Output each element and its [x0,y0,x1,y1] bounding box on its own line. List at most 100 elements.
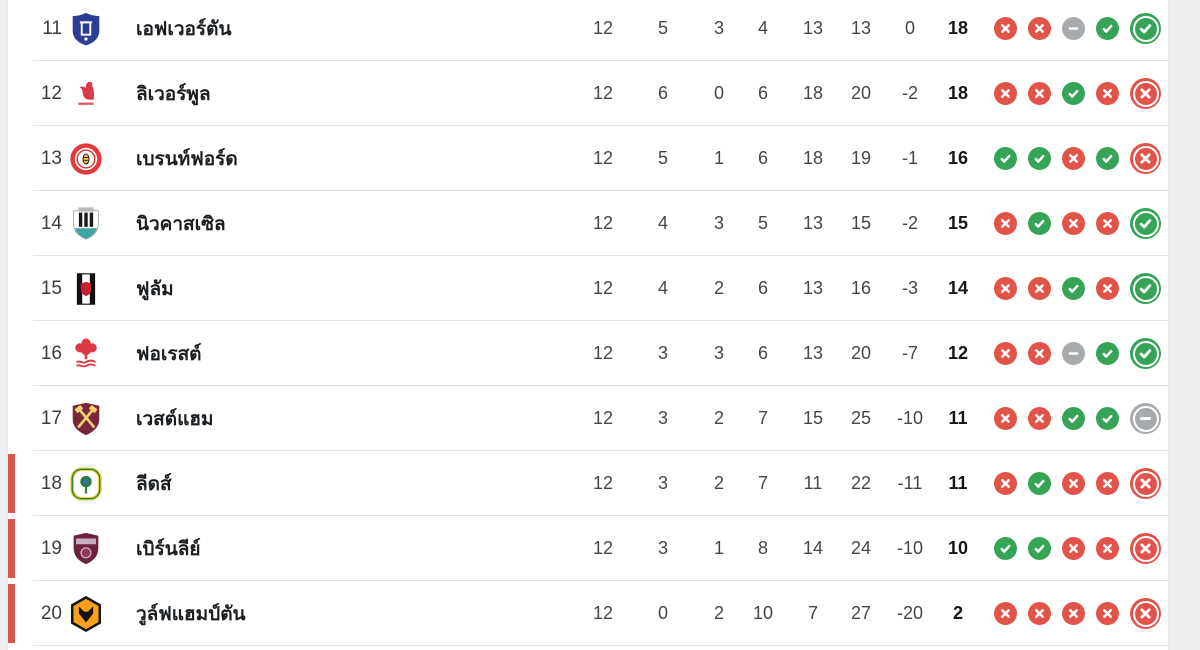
form-loss-icon[interactable] [1028,342,1051,365]
form-draw-icon-latest[interactable] [1130,403,1161,434]
form-win-icon[interactable] [1028,147,1051,170]
form-icons [978,273,1168,304]
form-loss-icon[interactable] [1062,472,1085,495]
form-loss-icon[interactable] [1096,277,1119,300]
stat-played: 12 [592,278,614,298]
form-loss-icon[interactable] [1028,407,1051,430]
form-win-icon[interactable] [1062,407,1085,430]
stat-goal-diff: -3 [901,278,918,298]
stat-goal-diff: -10 [896,408,923,428]
form-win-icon[interactable] [1096,147,1119,170]
form-win-icon[interactable] [1028,537,1051,560]
form-loss-icon-latest[interactable] [1130,598,1161,629]
form-win-icon[interactable] [994,147,1017,170]
form-loss-icon[interactable] [994,277,1017,300]
stat-lost: 8 [757,538,768,558]
stat-points: 14 [947,278,969,298]
stat-drawn: 2 [713,408,724,428]
form-win-icon[interactable] [1096,342,1119,365]
form-loss-icon[interactable] [1062,147,1085,170]
form-loss-icon[interactable] [1096,472,1119,495]
form-win-icon[interactable] [1028,212,1051,235]
form-loss-icon[interactable] [1062,212,1085,235]
position-number: 13 [40,147,62,169]
form-win-icon[interactable] [1096,17,1119,40]
form-loss-icon[interactable] [994,212,1017,235]
table-row[interactable]: 13 เบรนท์ฟอร์ด 12 5 1 6 18 19 -1 16 [8,126,1168,191]
form-loss-icon[interactable] [1028,277,1051,300]
stat-points: 16 [947,148,969,168]
table-row[interactable]: 12 ลิเวอร์พูล 12 6 0 6 18 20 -2 18 [8,61,1168,126]
table-row[interactable]: 15 ฟูลัม 12 4 2 6 13 16 -3 14 [8,256,1168,321]
form-loss-icon[interactable] [994,17,1017,40]
form-loss-icon[interactable] [1096,537,1119,560]
table-row[interactable]: 16 ฟอเรสต์ 12 3 3 6 13 20 -7 12 [8,321,1168,386]
table-row[interactable]: 17 เวสต์แฮม 12 3 2 7 15 25 -10 11 [8,386,1168,451]
form-icons [978,338,1168,369]
stat-goal-diff: -7 [901,343,918,363]
table-row[interactable]: 18 ลีดส์ 12 3 2 7 11 22 -11 11 [8,451,1168,516]
form-icons [978,403,1168,434]
team-name: ฟูลัม [136,278,174,300]
form-loss-icon[interactable] [1096,82,1119,105]
form-loss-icon[interactable] [1096,602,1119,625]
table-row[interactable]: 14 นิวคาสเซิล 12 4 3 5 13 15 -2 15 [8,191,1168,256]
stat-goals-against: 25 [850,408,872,428]
table-row[interactable]: 11 เอฟเวอร์ตัน 12 5 3 4 13 13 0 18 [8,0,1168,61]
form-win-icon[interactable] [994,537,1017,560]
form-loss-icon[interactable] [1096,212,1119,235]
position-number: 20 [40,602,62,624]
form-win-icon[interactable] [1096,407,1119,430]
form-loss-icon[interactable] [994,602,1017,625]
form-loss-icon[interactable] [994,472,1017,495]
stat-goals-against: 27 [850,603,872,623]
relegation-indicator [8,454,15,513]
form-loss-icon[interactable] [994,407,1017,430]
team-name: นิวคาสเซิล [136,213,226,235]
form-draw-icon[interactable] [1062,342,1085,365]
form-loss-icon[interactable] [1062,537,1085,560]
form-draw-icon[interactable] [1062,17,1085,40]
stat-goals-for: 13 [802,213,824,233]
form-win-icon[interactable] [1062,277,1085,300]
form-loss-icon[interactable] [994,342,1017,365]
form-win-icon[interactable] [1028,472,1051,495]
form-win-icon-latest[interactable] [1130,208,1161,239]
stat-played: 12 [592,148,614,168]
table-row[interactable]: 20 วูล์ฟแฮมป์ตัน 12 0 2 10 7 27 -20 2 [8,581,1168,646]
stat-goals-against: 19 [850,148,872,168]
form-loss-icon-latest[interactable] [1130,78,1161,109]
form-loss-icon[interactable] [1062,602,1085,625]
team-badge-burnley-icon [67,530,105,568]
stat-goals-for: 13 [802,343,824,363]
form-loss-icon-latest[interactable] [1130,143,1161,174]
form-icons [978,143,1168,174]
form-win-icon-latest[interactable] [1130,13,1161,44]
stat-drawn: 0 [713,83,724,103]
form-icons [978,78,1168,109]
form-win-icon-latest[interactable] [1130,273,1161,304]
form-loss-icon[interactable] [1028,82,1051,105]
form-loss-icon[interactable] [1028,602,1051,625]
stat-goal-diff: 0 [904,18,915,38]
position-number: 17 [40,407,62,429]
stat-won: 4 [657,278,668,298]
stat-played: 12 [592,603,614,623]
form-loss-icon-latest[interactable] [1130,468,1161,499]
form-loss-icon[interactable] [1028,17,1051,40]
position-number: 14 [40,212,62,234]
form-loss-icon[interactable] [994,82,1017,105]
team-badge-newcastle-icon [67,205,105,243]
table-row[interactable]: 19 เบิร์นลีย์ 12 3 1 8 14 24 -10 10 [8,516,1168,581]
stat-played: 12 [592,343,614,363]
stat-drawn: 3 [713,213,724,233]
stat-goals-for: 11 [803,473,823,493]
team-badge-wolves-icon [67,595,105,633]
stat-goals-against: 20 [850,343,872,363]
form-win-icon-latest[interactable] [1130,338,1161,369]
form-loss-icon-latest[interactable] [1130,533,1161,564]
form-win-icon[interactable] [1062,82,1085,105]
stat-points: 2 [952,603,963,623]
stat-played: 12 [592,83,614,103]
position-number: 12 [40,82,62,104]
